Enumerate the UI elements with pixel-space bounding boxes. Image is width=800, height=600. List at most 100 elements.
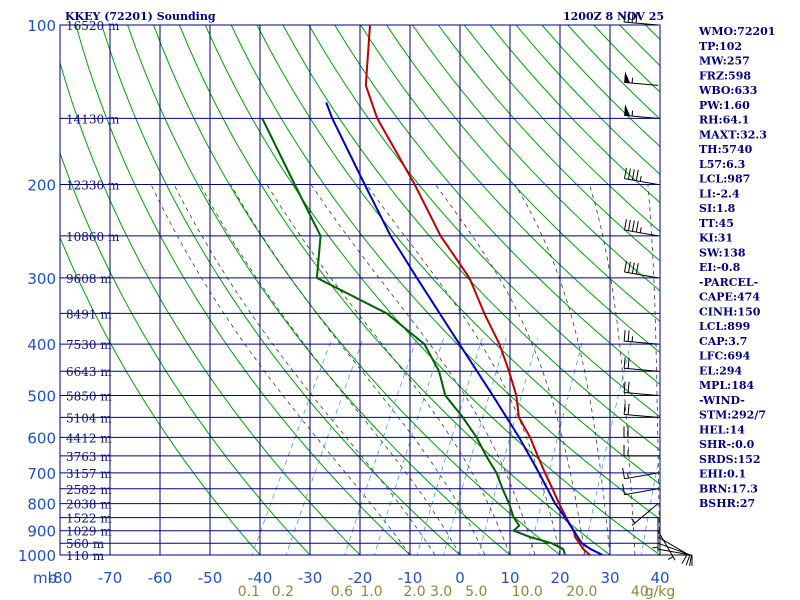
station-title: KKEY (72201) Sounding — [65, 10, 216, 23]
stat-item: TP:102 — [699, 40, 742, 53]
height-label: 3157 m — [66, 467, 112, 481]
dry-adiabat — [204, 25, 660, 555]
stat-item: SW:138 — [699, 246, 746, 259]
mixing-ratio-label: 10.0 — [512, 584, 543, 600]
wind-barb — [624, 71, 659, 86]
height-labels: 16520 m 14130 m 12330 m 10860 m 9608 m 8491 m… — [66, 19, 120, 563]
wind-barb — [623, 357, 659, 372]
stat-item: CAPE:474 — [699, 291, 760, 304]
height-label: 560 m — [66, 537, 105, 551]
height-label: 8491 m — [66, 307, 112, 321]
stat-item: LFC:694 — [699, 350, 751, 363]
pressure-tick-label: 300 — [27, 270, 56, 288]
dry-adiabat — [334, 25, 660, 386]
mixing-ratio-line — [344, 338, 418, 555]
height-label: 2038 m — [66, 498, 112, 512]
stat-item: TH:5740 — [699, 143, 753, 156]
wind-barb — [623, 426, 658, 438]
wind-barb — [624, 167, 659, 186]
moist-adiabat — [310, 184, 536, 555]
temperature-tick-label: 10 — [500, 569, 519, 587]
pressure-tick-label: 500 — [27, 387, 56, 405]
mixing-ratio-label: 20.0 — [566, 584, 597, 600]
mixing-ratio-line — [443, 338, 507, 555]
stat-item: CAP:3.7 — [699, 335, 747, 348]
dry-adiabat — [437, 25, 660, 262]
dry-adiabat — [153, 25, 561, 555]
wind-barb — [623, 381, 659, 396]
stat-item: LCL:899 — [699, 320, 750, 333]
temperature-tick-labels: -80 -70 -60 -50 -40 -30 -20 -10 0 10 20 30 40 — [48, 569, 670, 587]
dry-adiabat — [308, 25, 660, 418]
mixing-ratio-label: 0.1 — [238, 584, 260, 600]
wind-barb — [624, 104, 659, 119]
height-label: 7530 m — [66, 338, 112, 352]
dry-adiabat — [60, 236, 261, 555]
wind-barb — [623, 403, 659, 418]
observation-time: 1200Z 8 NOV 25 — [563, 10, 664, 23]
stat-item: PW:1.60 — [699, 99, 750, 112]
pressure-tick-labels: 100 200 300 400 500 600 700 800 900 1000 — [18, 17, 56, 565]
height-label: 14130 m — [66, 112, 120, 126]
wind-barb — [622, 483, 659, 496]
height-label: 12330 m — [66, 179, 120, 193]
pressure-temperature-grid — [59, 24, 661, 556]
temperature-tick-label: 30 — [600, 569, 619, 587]
pressure-unit-label: mb — [33, 569, 57, 587]
stat-item: L57:6.3 — [699, 158, 745, 171]
mixing-ratio-label: 2.0 — [403, 584, 425, 600]
temperature-tick-label: 20 — [550, 569, 569, 587]
stat-item: MAXT:32.3 — [699, 128, 767, 141]
stat-item: EL:294 — [699, 364, 742, 377]
dry-adiabat — [282, 25, 660, 451]
stat-item: EI:-0.8 — [699, 261, 741, 274]
moist-adiabat — [647, 184, 660, 555]
wind-barb — [624, 219, 659, 237]
temperature-tick-label: -70 — [98, 569, 123, 587]
temperature-tick-label: -80 — [48, 569, 73, 587]
moist-adiabat — [435, 184, 586, 555]
stat-item: MW:257 — [699, 55, 750, 68]
temperature-tick-label: 0 — [455, 569, 465, 587]
dry-adiabat — [127, 25, 511, 555]
stat-item: EHI:0.1 — [699, 468, 746, 481]
stat-item: SHR-:0.0 — [699, 438, 755, 451]
temperature-tick-label: -20 — [348, 569, 373, 587]
plot-frame — [59, 24, 661, 556]
stat-item: BRN:17.3 — [699, 482, 758, 495]
stat-item: KI:31 — [699, 232, 733, 245]
height-label: 3763 m — [66, 450, 112, 464]
stat-item: WMO:72201 — [698, 25, 775, 38]
pressure-tick-label: 600 — [27, 429, 56, 447]
mixing-ratio-label: 3.0 — [430, 584, 452, 600]
stat-item: FRZ:598 — [699, 69, 751, 82]
stat-item: MPL:184 — [699, 379, 755, 392]
pressure-tick-label: 700 — [27, 465, 56, 483]
parcel-trace — [325, 102, 603, 555]
height-label: 6643 m — [66, 365, 112, 379]
moist-adiabat — [589, 184, 636, 555]
pressure-tick-label: 900 — [27, 523, 56, 541]
dry-adiabat — [360, 25, 660, 354]
temperature-tick-label: -40 — [248, 569, 273, 587]
dry-adiabat — [60, 151, 311, 555]
mixing-ratio-label: 1.0 — [360, 584, 382, 600]
pressure-tick-label: 200 — [27, 177, 56, 195]
dry-adiabat — [256, 25, 660, 485]
pressure-tick-label: 100 — [27, 17, 56, 35]
height-label: 2582 m — [66, 483, 112, 497]
wind-barb — [623, 330, 659, 345]
stat-item: WBO:633 — [698, 84, 757, 97]
temperature-tick-label: 40 — [650, 569, 669, 587]
mixing-ratio-line — [416, 338, 483, 555]
height-label: 4412 m — [66, 431, 112, 445]
stat-item: -PARCEL- — [699, 276, 758, 289]
wind-barb — [652, 517, 659, 552]
temperature-tick-label: -10 — [398, 569, 423, 587]
stat-item: -WIND- — [699, 394, 745, 407]
height-label: 5850 m — [66, 389, 112, 403]
dry-adiabat — [60, 60, 361, 555]
